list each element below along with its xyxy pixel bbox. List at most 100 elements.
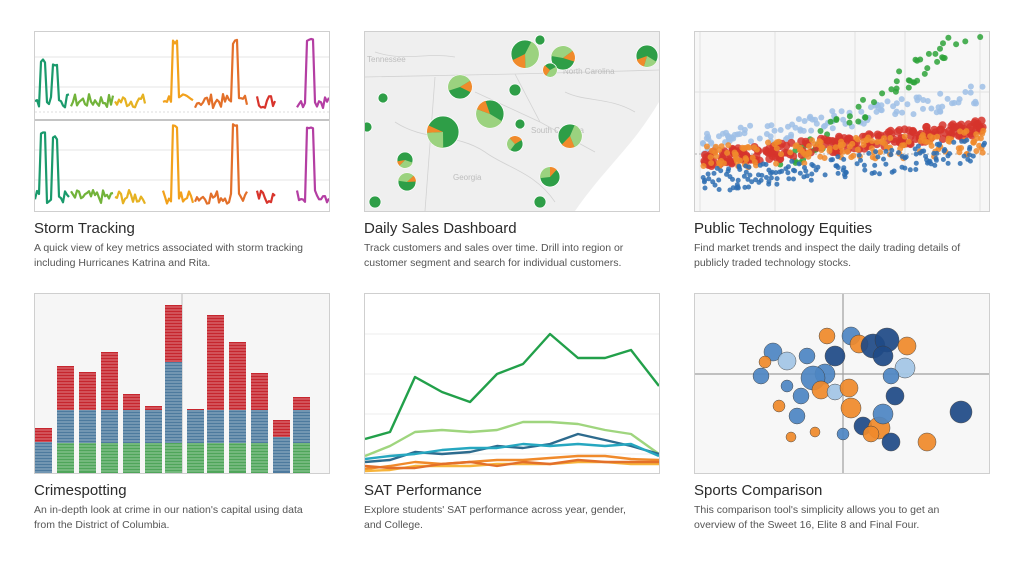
equity-point bbox=[957, 161, 963, 166]
equity-point bbox=[937, 125, 945, 134]
equity-point bbox=[888, 86, 895, 93]
equities-scatter bbox=[695, 32, 989, 211]
equity-point bbox=[967, 89, 974, 96]
equity-point bbox=[806, 143, 812, 150]
sports-bubble bbox=[752, 367, 770, 385]
equity-point bbox=[850, 152, 857, 159]
card-title[interactable]: Storm Tracking bbox=[34, 220, 135, 237]
crime-bar-segment bbox=[293, 397, 310, 410]
equity-point bbox=[833, 163, 839, 169]
equity-point bbox=[967, 152, 972, 158]
equity-point bbox=[813, 167, 819, 173]
crime-bar-segment bbox=[35, 428, 52, 442]
crime-bar-segment bbox=[35, 442, 52, 473]
equity-point bbox=[858, 108, 865, 115]
equity-point bbox=[973, 148, 980, 154]
storm-series-line bbox=[296, 37, 329, 109]
equity-point bbox=[970, 153, 976, 159]
sales-pie-slice bbox=[507, 138, 515, 151]
card-title[interactable]: Sports Comparison bbox=[694, 482, 823, 499]
equity-point bbox=[896, 150, 901, 156]
sports-bubble bbox=[881, 432, 901, 452]
card-title[interactable]: Daily Sales Dashboard bbox=[364, 220, 517, 237]
equity-point bbox=[913, 151, 919, 157]
sales-pie-slice bbox=[561, 136, 575, 148]
crime-bar-segment bbox=[229, 342, 246, 410]
sales-pie-slice bbox=[570, 125, 582, 148]
equity-point bbox=[743, 169, 749, 175]
card-title[interactable]: Public Technology Equities bbox=[694, 220, 873, 237]
equity-point bbox=[712, 182, 718, 188]
storm-series-line bbox=[194, 38, 249, 109]
daily-sales-thumbnail[interactable]: Tennessee North Carolina South Carolina … bbox=[364, 31, 660, 212]
equity-point bbox=[706, 176, 712, 182]
equity-point bbox=[792, 143, 799, 150]
card-description: This comparison tool's simplicity allows… bbox=[694, 503, 994, 533]
sat-thumbnail[interactable] bbox=[364, 293, 660, 474]
equity-point bbox=[893, 78, 900, 85]
description-line: Track customers and sales over time. Dri… bbox=[364, 242, 624, 254]
sports-thumbnail[interactable] bbox=[694, 293, 990, 474]
equity-point bbox=[801, 160, 808, 167]
equity-point bbox=[741, 173, 747, 179]
equity-point bbox=[898, 96, 905, 103]
equity-point bbox=[749, 179, 755, 185]
equity-point bbox=[974, 135, 981, 142]
equity-point bbox=[918, 134, 925, 141]
equities-thumbnail[interactable] bbox=[694, 31, 990, 212]
sports-bubbles bbox=[752, 326, 973, 452]
description-line: including Hurricanes Katrina and Rita. bbox=[34, 257, 211, 269]
equity-point bbox=[806, 115, 813, 122]
equity-point bbox=[727, 187, 733, 193]
description-line: customer segment and search for individu… bbox=[364, 257, 622, 269]
equity-point bbox=[853, 134, 859, 141]
equity-point bbox=[878, 138, 885, 145]
description-line: A quick view of key metrics associated w… bbox=[34, 242, 304, 254]
equity-point bbox=[961, 153, 967, 159]
sports-bubble bbox=[885, 386, 905, 406]
equity-point bbox=[701, 150, 709, 159]
equity-point bbox=[860, 96, 866, 103]
equity-point bbox=[907, 167, 913, 173]
equity-point bbox=[866, 150, 872, 156]
equity-point bbox=[797, 170, 803, 176]
sales-pie-slice bbox=[399, 160, 413, 169]
card-description: A quick view of key metrics associated w… bbox=[34, 241, 334, 271]
card-title[interactable]: SAT Performance bbox=[364, 482, 482, 499]
equity-point bbox=[940, 157, 946, 162]
sports-bubble bbox=[917, 432, 937, 452]
map-label-georgia: Georgia bbox=[453, 173, 482, 182]
equity-point bbox=[980, 127, 987, 134]
equity-point bbox=[962, 89, 969, 95]
equity-point bbox=[877, 171, 882, 177]
equity-point bbox=[835, 154, 841, 160]
equity-point bbox=[734, 185, 739, 191]
equity-point bbox=[979, 83, 986, 90]
equity-point bbox=[822, 172, 828, 178]
equity-point bbox=[921, 70, 928, 77]
equity-point bbox=[905, 84, 912, 91]
storm-series-line bbox=[35, 131, 70, 205]
equity-point bbox=[928, 105, 935, 112]
equity-point bbox=[945, 160, 951, 166]
card-description: Explore students' SAT performance across… bbox=[364, 503, 664, 533]
equity-point bbox=[846, 119, 853, 126]
storm-series-line bbox=[69, 93, 115, 108]
equity-point bbox=[806, 149, 813, 156]
crimespotting-thumbnail[interactable] bbox=[34, 293, 330, 474]
equity-point bbox=[708, 140, 715, 147]
storm-tracking-thumbnail[interactable] bbox=[34, 31, 330, 212]
sales-pie-slice bbox=[448, 75, 471, 91]
equity-point bbox=[725, 142, 732, 149]
equity-point bbox=[944, 95, 951, 102]
equity-point bbox=[792, 124, 799, 131]
equity-point bbox=[796, 161, 802, 167]
sports-bubble bbox=[798, 347, 816, 365]
equity-point bbox=[862, 114, 869, 121]
equity-point bbox=[759, 172, 765, 178]
map-label-tennessee: Tennessee bbox=[367, 55, 406, 64]
crime-bar-segment bbox=[165, 305, 182, 362]
sat-series-line bbox=[365, 420, 659, 458]
card-title[interactable]: Crimespotting bbox=[34, 482, 127, 499]
equity-point bbox=[820, 123, 827, 130]
